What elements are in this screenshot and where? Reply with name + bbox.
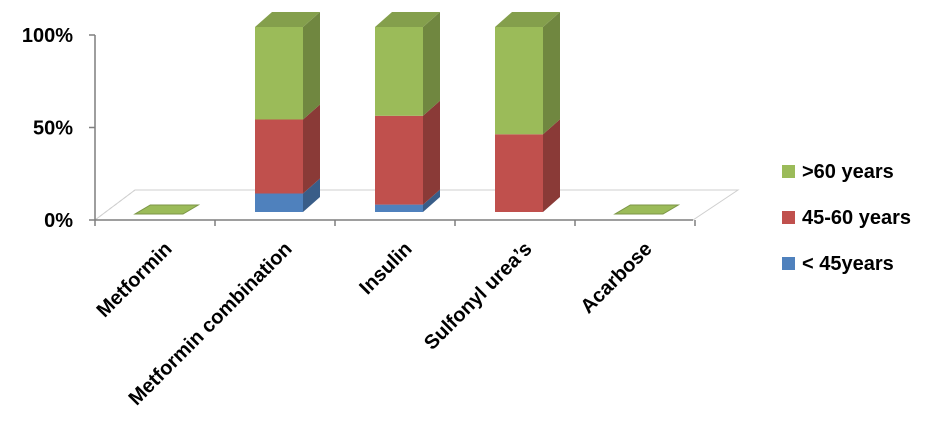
bar-top xyxy=(495,12,560,27)
bar-segment xyxy=(375,27,423,116)
legend-label: >60 years xyxy=(802,161,894,183)
bar-top xyxy=(255,12,320,27)
bar-segment xyxy=(255,193,303,212)
legend: >60 years 45-60 years < 45years xyxy=(782,161,911,275)
y-tick-label: 0% xyxy=(44,210,73,232)
legend-swatch xyxy=(782,211,795,224)
legend-item: >60 years xyxy=(782,161,894,183)
bar-segment xyxy=(375,204,423,212)
bar-segment-side xyxy=(423,100,440,205)
bar-segment xyxy=(255,27,303,120)
bar-segment-side xyxy=(423,12,440,116)
bar-segment xyxy=(495,27,543,135)
bar-zero xyxy=(613,204,681,215)
bar-zero xyxy=(133,204,201,215)
bars xyxy=(133,12,681,215)
legend-item: 45-60 years xyxy=(782,207,911,229)
x-tick-label: Metformin xyxy=(93,238,177,322)
legend-swatch xyxy=(782,165,795,178)
x-tick-label: Insulin xyxy=(355,238,416,299)
bar-segment xyxy=(375,115,423,205)
bar-stack xyxy=(613,204,681,215)
x-tick-label: Sulfonyl urea’s xyxy=(420,238,536,354)
legend-item: < 45years xyxy=(782,253,894,275)
legend-swatch xyxy=(782,257,795,270)
axes: 0% 50% 100% xyxy=(22,25,696,232)
bar-segment xyxy=(495,134,543,212)
bar-stack xyxy=(375,12,440,212)
legend-label: < 45years xyxy=(802,253,894,275)
floor-side-edge xyxy=(94,189,136,221)
x-tick-label: Acarbose xyxy=(577,238,657,318)
bar-top xyxy=(375,12,440,27)
bar-stack xyxy=(495,12,560,212)
bar-segment-side xyxy=(543,12,560,135)
bar-stack xyxy=(255,12,320,212)
bar-segment-side xyxy=(303,178,320,212)
y-tick-label: 50% xyxy=(33,118,73,140)
legend-label: 45-60 years xyxy=(802,207,911,229)
bar-segment-side xyxy=(543,119,560,212)
y-tick-label: 100% xyxy=(22,25,73,47)
bar-segment xyxy=(255,119,303,194)
bar-segment-side xyxy=(423,189,440,212)
bar-segment-side xyxy=(303,104,320,194)
bar-segment-side xyxy=(303,12,320,120)
bar-stack xyxy=(133,204,201,215)
